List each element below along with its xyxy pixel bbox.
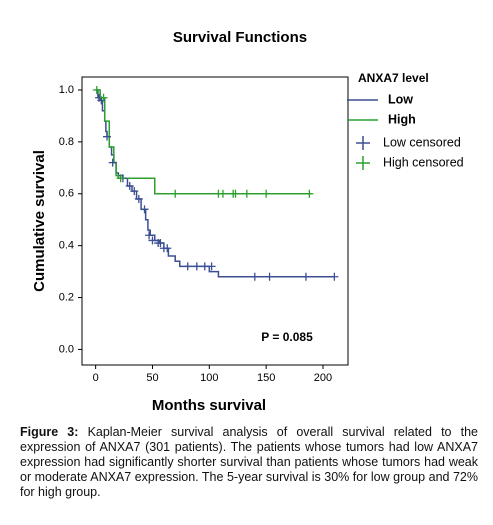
legend-label: High [388,112,416,126]
censor-mark [301,272,310,281]
censor-mark [242,189,251,198]
censor-mark [171,189,180,198]
censor-mark [218,189,227,198]
censor-mark [145,231,154,240]
censor-mark [183,262,192,271]
censor-mark [192,262,201,271]
censor-mark [140,205,149,214]
y-tick-label: 0.2 [59,291,74,303]
survival-curve [95,89,312,195]
legend-title: ANXA7 level [358,71,429,85]
censor-mark [305,189,314,198]
x-axis-label: Months survival [152,397,266,414]
y-axis-label: Cumulative survival [31,150,48,292]
caption-label: Figure 3: [20,425,79,439]
survival-curve [95,89,335,278]
x-tick-label: 50 [146,372,158,384]
y-tick-label: 0.0 [59,343,74,355]
censor-mark [262,189,271,198]
censor-mark [103,132,112,141]
censor-mark [207,262,216,271]
legend-swatch [356,136,370,150]
legend-label: High censored [383,155,464,169]
annotation: P = 0.085 [261,330,313,344]
censor-mark [231,189,240,198]
censor-mark [265,272,274,281]
y-tick-label: 0.4 [59,240,74,252]
censor-mark [92,85,101,94]
legend-label: Low [388,92,413,106]
x-tick-label: 150 [257,372,275,384]
caption-text: Kaplan-Meier survival analysis of overal… [20,425,478,499]
censor-mark [163,244,172,253]
chart-title: Survival Functions [173,29,307,46]
plot-frame [81,76,349,366]
legend-swatch [356,156,370,170]
chart: Survival Functions Cumulative survival M… [31,29,464,414]
caption: Figure 3: Kaplan-Meier survival analysis… [20,425,478,500]
legend-label: Low censored [383,135,461,149]
x-tick-label: 200 [314,372,332,384]
censor-mark [200,262,209,271]
censor-mark [330,272,339,281]
y-tick-label: 0.8 [59,136,74,148]
y-tick-label: 1.0 [59,84,74,96]
censor-mark [108,158,117,167]
y-tick-label: 0.6 [59,188,74,200]
censor-mark [125,181,134,190]
censor-mark [148,236,157,245]
censor-mark [134,194,143,203]
x-tick-label: 0 [93,372,99,384]
censor-mark [156,239,165,248]
censor-mark [99,93,108,102]
x-tick-label: 100 [200,372,218,384]
censor-mark [130,187,139,196]
censor-mark [250,272,259,281]
censor-mark [116,174,125,183]
